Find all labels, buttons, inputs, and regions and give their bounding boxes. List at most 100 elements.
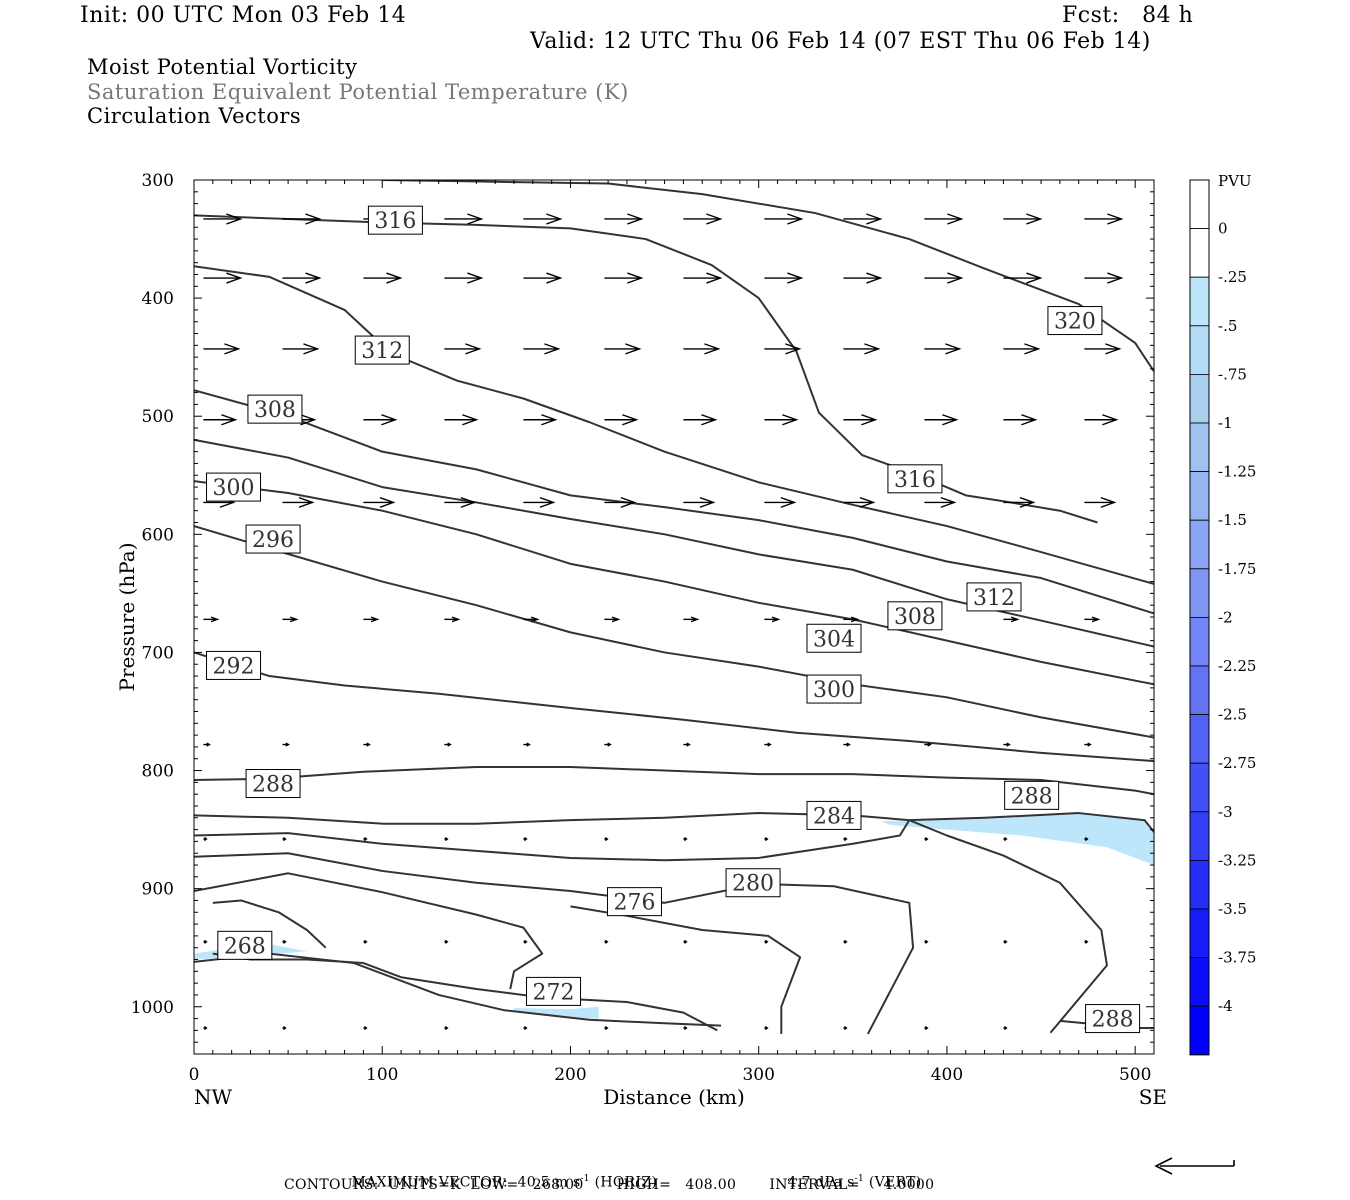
vector-head <box>861 414 878 426</box>
colorbar-swatch <box>1189 568 1210 618</box>
circulation-vector <box>683 496 716 508</box>
vector-head <box>283 836 287 842</box>
colorbar-swatch <box>1189 422 1210 472</box>
contour-label-box <box>526 976 582 1006</box>
vector-head <box>462 414 479 426</box>
vector-head <box>846 742 851 747</box>
vector-head <box>706 213 723 225</box>
circulation-vector <box>924 496 957 508</box>
colorbar-level-label: -3 <box>1218 803 1233 821</box>
colorbar-swatch <box>1189 908 1210 958</box>
circulation-vector <box>683 213 723 225</box>
vector-head <box>620 496 637 508</box>
circulation-vector <box>604 213 644 225</box>
theta-e-contour-312 <box>194 265 1154 585</box>
vector-head <box>203 939 208 944</box>
contour-label-box <box>245 524 301 554</box>
circulation-vector <box>444 272 484 284</box>
vector-head <box>1087 742 1092 747</box>
circulation-vector <box>764 343 802 355</box>
contour-label-box <box>354 335 410 365</box>
vector-head <box>539 496 556 508</box>
colorbar-swatch <box>1189 228 1210 278</box>
circulation-vector <box>764 616 781 623</box>
contour-label-text: 316 <box>894 468 936 493</box>
vector-head <box>300 414 317 426</box>
x-tick-label: 200 <box>554 1065 586 1085</box>
contour-label: 300 <box>206 472 262 502</box>
vector-head <box>1107 213 1124 225</box>
vector-head <box>927 742 932 747</box>
circulation-vector <box>683 272 723 284</box>
circulation-vector <box>683 742 691 747</box>
vector-head <box>947 213 964 225</box>
colorbar-level-label: -3.25 <box>1218 851 1256 869</box>
circulation-vector <box>764 742 772 747</box>
colorbar-swatch <box>1189 373 1210 424</box>
colorbar-level-label: -1 <box>1218 414 1233 432</box>
circulation-vector <box>444 616 461 623</box>
vector-head <box>363 1025 368 1031</box>
vector-head <box>289 616 299 623</box>
circulation-vector <box>523 343 561 355</box>
circulation-vector <box>764 213 804 225</box>
circulation-vector <box>843 414 878 426</box>
contour-label-text: 300 <box>813 678 855 703</box>
circulation-vector <box>604 836 609 842</box>
circulation-vector <box>843 213 883 225</box>
circulation-vector <box>282 616 299 623</box>
colorbar-level-label: 0 <box>1218 220 1228 238</box>
circulation-vector <box>764 836 769 842</box>
circulation-vector <box>444 939 449 944</box>
contour-label: 296 <box>245 524 301 554</box>
vector-head <box>523 939 528 944</box>
reference-vector <box>1154 1157 1235 1175</box>
circulation-vector <box>1084 496 1117 508</box>
vector-head <box>541 414 558 426</box>
colorbar-swatch <box>1189 179 1210 229</box>
circulation-vector <box>363 742 371 747</box>
contour-label-box <box>217 930 273 960</box>
vector-head <box>866 213 883 225</box>
max-vector-line: MAXIMUM VECTOR: 40.5 m s-1 (HORIZ) <box>342 1158 657 1191</box>
colorbar-swatch <box>1189 762 1210 813</box>
contour-info: CONTOURS: UNITS=K LOW= 268.00 HIGH= 408.… <box>284 1177 935 1193</box>
forecast-hour: Fcst: 84 h <box>1062 3 1194 28</box>
x-tick-label: 100 <box>366 1065 398 1085</box>
contour-label: 312 <box>354 335 410 365</box>
contour-label-box <box>206 472 262 502</box>
vector-head <box>363 836 368 842</box>
max-vector-vert-exp: -1 <box>854 1174 865 1184</box>
circulation-vector <box>683 343 721 355</box>
colorbar-swatch <box>1189 957 1210 1007</box>
circulation-vector <box>1003 1025 1008 1031</box>
vector-head <box>866 272 883 284</box>
contour-label-text: 308 <box>254 398 296 423</box>
circulation-vector <box>523 496 556 508</box>
contour-label: 320 <box>1047 306 1103 336</box>
vector-head <box>544 343 561 355</box>
colorbar-swatch <box>1189 471 1210 521</box>
contour-label: 300 <box>806 674 862 704</box>
circulation-vector <box>363 939 368 944</box>
y-tick-label: 400 <box>142 289 174 309</box>
vector-head <box>1019 496 1036 508</box>
contour-label-text: 288 <box>1092 1008 1134 1033</box>
colorbar-swatch <box>1189 1005 1210 1056</box>
vector-head <box>780 496 797 508</box>
field-title-mpv: Moist Potential Vorticity <box>87 55 358 79</box>
vector-head <box>690 616 700 623</box>
contour-label-text: 272 <box>533 980 575 1005</box>
circulation-vector <box>843 1025 848 1031</box>
vector-head <box>683 939 688 944</box>
contour-label-text: 316 <box>374 209 416 234</box>
vector-head <box>444 939 449 944</box>
circulation-vector <box>444 213 484 225</box>
vector-head <box>1091 616 1101 623</box>
x-tick-label: 0 <box>189 1065 200 1085</box>
colorbar-level-label: -4 <box>1218 997 1233 1015</box>
vector-head <box>604 939 609 944</box>
circulation-vector <box>203 272 243 284</box>
vector-head <box>226 213 243 225</box>
contour-label: 272 <box>526 976 582 1006</box>
